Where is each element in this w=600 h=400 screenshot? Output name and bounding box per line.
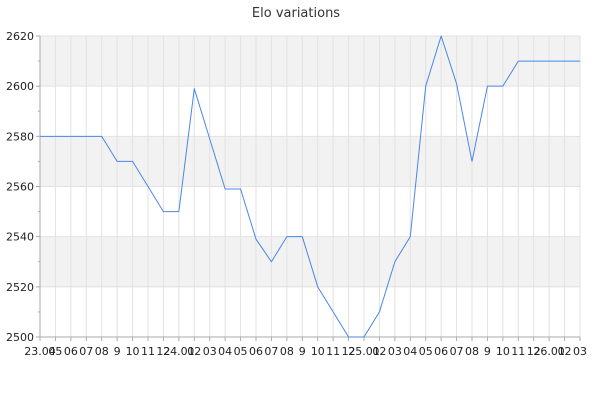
y-tick-label: 2560 [6,181,34,194]
y-tick-labels: 2500 2520 2540 2560 2580 2600 2620 [6,30,34,344]
data-point [409,235,411,237]
plot-band [40,36,580,87]
data-point [563,60,565,62]
data-point [502,85,504,87]
x-tick-label: 11 [326,345,340,358]
data-point [131,160,133,162]
axes [36,35,581,341]
data-point [301,235,303,237]
x-tick-label: 08 [465,345,479,358]
x-tick-label: 12 [342,345,356,358]
data-point [270,261,272,263]
x-tick-label: 10 [311,345,325,358]
data-point [317,286,319,288]
x-tick-label: 26.01 [533,345,565,358]
x-tick-label: 06 [249,345,263,358]
x-tick-label: 9 [484,345,491,358]
x-tick-label: 03 [573,345,587,358]
data-point [455,82,457,84]
data-point [471,160,473,162]
x-tick-label: 05 [48,345,62,358]
data-point [70,135,72,137]
data-point [147,185,149,187]
data-point [378,311,380,313]
data-point [394,261,396,263]
x-tick-label: 10 [496,345,510,358]
x-tick-label: 11 [511,345,525,358]
data-point [347,336,349,338]
data-point [255,238,257,240]
data-point [209,138,211,140]
data-point [425,85,427,87]
x-tick-label: 12 [527,345,541,358]
data-point [579,60,581,62]
x-tick-label: 12 [156,345,170,358]
data-point [486,85,488,87]
gridlines [39,35,581,338]
x-tick-label: 11 [141,345,155,358]
chart-title: Elo variations [252,6,340,21]
data-point [54,135,56,137]
x-tick-label: 04 [218,345,232,358]
x-tick-label: 06 [434,345,448,358]
x-tick-label: 08 [280,345,294,358]
x-tick-label: 23.04 [24,345,56,358]
x-tick-label: 10 [126,345,140,358]
elo-series-line [40,35,580,338]
data-point [548,60,550,62]
x-tick-label: 24.01 [163,345,195,358]
data-point [363,336,365,338]
plot-bands [40,36,580,287]
x-tick-label: 07 [450,345,464,358]
x-tick-label: 02 [372,345,386,358]
x-tick-label: 05 [234,345,248,358]
data-point [116,160,118,162]
data-point [332,311,334,313]
data-point [193,87,195,89]
data-point [101,135,103,137]
data-point [85,135,87,137]
data-point [286,235,288,237]
data-point [440,35,442,37]
x-tick-label: 04 [403,345,417,358]
x-tick-label: 25.01 [348,345,380,358]
data-point [533,60,535,62]
x-tick-label: 9 [299,345,306,358]
data-point [224,188,226,190]
y-tick-label: 2620 [6,30,34,43]
data-point [39,135,41,137]
x-tick-label: 02 [558,345,572,358]
x-tick-label: 05 [419,345,433,358]
data-point [178,210,180,212]
x-tick-label: 07 [79,345,93,358]
x-tick-label: 03 [203,345,217,358]
data-point [162,210,164,212]
x-tick-label: 03 [388,345,402,358]
x-tick-label: 07 [264,345,278,358]
x-tick-label: 08 [95,345,109,358]
x-tick-label: 02 [187,345,201,358]
y-tick-label: 2520 [6,281,34,294]
data-point [517,60,519,62]
y-tick-label: 2500 [6,331,34,344]
data-point [239,188,241,190]
x-tick-label: 06 [64,345,78,358]
y-tick-label: 2540 [6,231,34,244]
y-tick-label: 2580 [6,130,34,143]
series-layer [39,35,581,338]
y-tick-label: 2600 [6,80,34,93]
x-tick-label: 9 [114,345,121,358]
